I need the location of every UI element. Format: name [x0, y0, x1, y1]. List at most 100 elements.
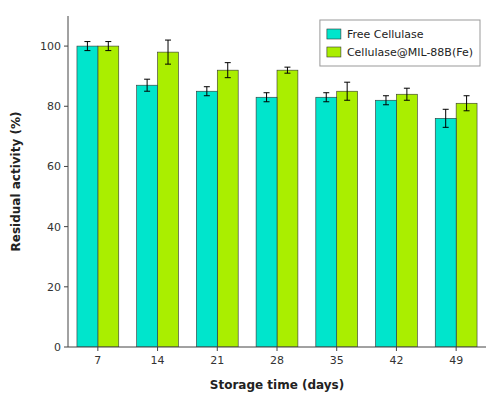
error-cap — [105, 41, 111, 42]
error-cap — [165, 40, 171, 41]
error-line — [385, 96, 386, 105]
legend-label: Cellulase@MIL-88B(Fe) — [347, 46, 473, 59]
error-cap — [323, 92, 329, 93]
x-tick — [456, 347, 457, 351]
error-cap — [105, 50, 111, 51]
error-cap — [443, 109, 449, 110]
bar — [256, 97, 277, 347]
y-axis-label: Residual activity (%) — [9, 112, 23, 252]
y-tick — [64, 226, 68, 227]
legend-swatch — [327, 47, 341, 57]
error-cap — [404, 88, 410, 89]
x-tick-label: 35 — [330, 354, 344, 367]
y-tick — [64, 46, 68, 47]
error-bar — [144, 79, 150, 91]
error-bar — [105, 42, 111, 51]
error-cap — [464, 95, 470, 96]
error-line — [406, 88, 407, 100]
error-cap — [165, 64, 171, 65]
chart: 0204060801007142128354249Storage time (d… — [0, 0, 500, 405]
y-tick-label: 0 — [54, 341, 61, 354]
y-tick — [64, 106, 68, 107]
error-cap — [344, 82, 350, 83]
error-cap — [323, 101, 329, 102]
plot-area — [77, 40, 477, 347]
x-tick — [157, 347, 158, 351]
error-line — [287, 67, 288, 73]
legend-box — [320, 20, 480, 66]
bar — [277, 70, 298, 347]
error-line — [266, 93, 267, 102]
bar — [217, 70, 238, 347]
error-bar — [344, 82, 350, 100]
error-line — [108, 42, 109, 51]
error-line — [227, 63, 228, 78]
error-cap — [264, 101, 270, 102]
x-tick — [277, 347, 278, 351]
y-axis-line — [68, 16, 69, 347]
x-tick-label: 21 — [210, 354, 224, 367]
y-tick — [64, 286, 68, 287]
error-line — [326, 93, 327, 102]
bar — [396, 94, 417, 347]
error-line — [87, 42, 88, 51]
error-bar — [383, 96, 389, 105]
error-cap — [284, 67, 290, 68]
error-bar — [443, 109, 449, 127]
error-cap — [225, 62, 231, 63]
y-tick-label: 80 — [47, 100, 61, 113]
x-tick — [217, 347, 218, 351]
y-tick-label: 60 — [47, 160, 61, 173]
y-tick-label: 20 — [47, 281, 61, 294]
error-bar — [464, 96, 470, 111]
error-line — [466, 96, 467, 111]
error-bar — [264, 93, 270, 102]
error-cap — [84, 41, 90, 42]
error-cap — [204, 95, 210, 96]
x-tick — [396, 347, 397, 351]
error-cap — [84, 50, 90, 51]
legend-label: Free Cellulase — [347, 28, 424, 41]
bar — [77, 46, 98, 347]
error-cap — [144, 91, 150, 92]
x-axis-label: Storage time (days) — [210, 378, 344, 392]
x-tick-label: 28 — [270, 354, 284, 367]
error-line — [445, 109, 446, 127]
x-tick-label: 49 — [449, 354, 463, 367]
x-tick-label: 42 — [389, 354, 403, 367]
error-bar — [284, 67, 290, 73]
y-tick — [64, 347, 68, 348]
bar — [456, 103, 477, 347]
x-tick-label: 7 — [94, 354, 101, 367]
bar — [376, 100, 397, 347]
bar — [316, 97, 337, 347]
x-tick-label: 14 — [151, 354, 165, 367]
error-cap — [144, 79, 150, 80]
error-cap — [443, 127, 449, 128]
y-tick-label: 40 — [47, 221, 61, 234]
error-bar — [165, 40, 171, 64]
error-cap — [204, 86, 210, 87]
error-cap — [383, 104, 389, 105]
error-cap — [383, 95, 389, 96]
error-line — [206, 87, 207, 96]
bar — [98, 46, 119, 347]
legend-swatch — [327, 29, 341, 39]
bar — [196, 91, 217, 347]
error-bar — [225, 63, 231, 78]
error-cap — [404, 100, 410, 101]
error-cap — [284, 73, 290, 74]
y-tick — [64, 166, 68, 167]
error-cap — [344, 100, 350, 101]
error-cap — [264, 92, 270, 93]
error-bar — [404, 88, 410, 100]
bar — [435, 118, 456, 347]
bar — [337, 91, 358, 347]
error-bar — [323, 93, 329, 102]
bar — [137, 85, 158, 347]
error-line — [147, 79, 148, 91]
error-bar — [84, 42, 90, 51]
bar — [158, 52, 179, 347]
x-tick — [97, 347, 98, 351]
error-bar — [204, 87, 210, 96]
